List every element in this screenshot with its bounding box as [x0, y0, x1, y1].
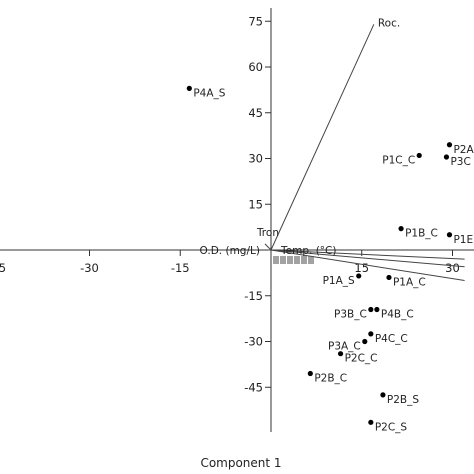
- vector-label: Roc.: [378, 17, 400, 29]
- data-point-label: P2B_C: [314, 373, 347, 385]
- y-tick-label: 45: [248, 106, 263, 120]
- data-point: [374, 306, 380, 313]
- data-point-label: P1A_S: [323, 275, 355, 287]
- vector-cluster-mark: [301, 256, 307, 264]
- data-point: [337, 351, 344, 357]
- vector-cluster-mark: [280, 256, 286, 264]
- x-tick-label: -30: [80, 261, 99, 275]
- data-point: [356, 273, 362, 279]
- data-point: [368, 331, 374, 337]
- data-point-label: P4B_C: [381, 308, 414, 320]
- data-point-label: P1B_C: [405, 228, 438, 240]
- data-point-label: P1A_C: [393, 276, 426, 288]
- x-tick-label: 45: [0, 261, 6, 275]
- vector-cluster-mark: [273, 256, 279, 264]
- y-tick-label: -30: [244, 335, 263, 349]
- data-point: [416, 152, 422, 159]
- vector-line: [264, 243, 272, 251]
- data-point: [446, 142, 453, 148]
- data-point: [368, 419, 374, 425]
- data-point-label: P2C_S: [375, 421, 408, 433]
- data-point: [368, 306, 374, 313]
- data-point-label: P2B_S: [387, 394, 419, 406]
- data-point: [362, 338, 368, 345]
- data-point: [307, 370, 313, 377]
- data-point-label: P2C_C: [345, 353, 378, 365]
- data-point-label: P3C: [450, 156, 470, 168]
- vector-label: Temp. (°C): [280, 245, 336, 257]
- vector-line: [270, 249, 465, 268]
- data-point-label: P4C_C: [375, 333, 408, 345]
- y-tick-label: 60: [248, 60, 263, 74]
- x-axis-title: Component 1: [200, 456, 281, 470]
- data-point: [380, 392, 386, 398]
- vector-line: [270, 249, 465, 281]
- data-point-label: P1C_C: [382, 154, 415, 166]
- vector-line: [270, 24, 375, 251]
- data-point: [443, 154, 450, 160]
- data-points: P4A_S P2A P1C_C P3C P1B_C P1E P1A_S P1A_C P3B_C P…: [186, 85, 474, 433]
- data-point-label: P1E: [453, 234, 473, 246]
- y-tick-label: 15: [248, 197, 263, 211]
- vector-cluster-mark: [294, 256, 300, 264]
- y-tick-label: -15: [244, 289, 263, 303]
- data-point-label: P3A_C: [328, 341, 361, 353]
- data-point-label: P3B_C: [334, 308, 367, 320]
- vector-line: [270, 249, 465, 260]
- vector-label: Tron: [256, 227, 279, 239]
- vector-cluster-mark: [287, 256, 293, 264]
- data-point: [386, 274, 392, 281]
- vector-cluster-mark: [308, 256, 314, 264]
- data-point-label: P4A_S: [193, 87, 225, 99]
- x-tick-label: 30: [445, 261, 460, 275]
- data-point: [186, 85, 192, 91]
- data-point: [446, 232, 453, 238]
- y-tick-label: -45: [244, 380, 263, 394]
- y-tick-label: 30: [248, 152, 263, 166]
- loading-vectors: Roc. Tron O.D. (mg/L) Temp. (°C): [200, 17, 465, 281]
- vector-label: O.D. (mg/L): [200, 245, 260, 257]
- y-tick-label: 75: [248, 14, 263, 28]
- data-point: [398, 226, 404, 232]
- x-tick-label: -15: [171, 261, 190, 275]
- data-point-label: P2A: [453, 144, 474, 156]
